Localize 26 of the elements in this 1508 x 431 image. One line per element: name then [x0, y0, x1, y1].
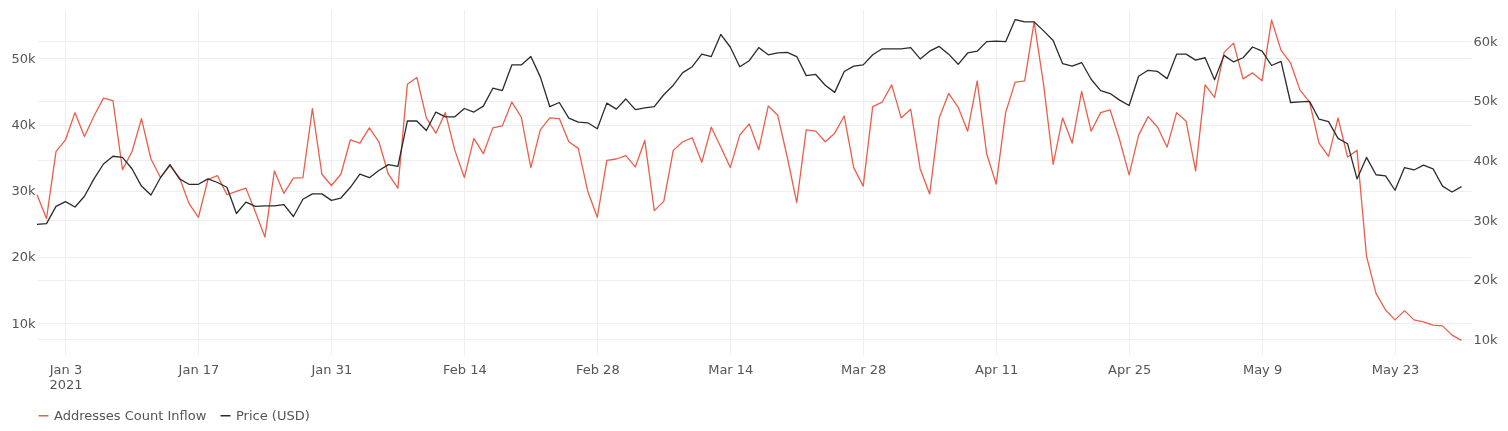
x-tick-label: May 9 — [1242, 361, 1283, 377]
y-tick-label: 50k — [11, 50, 36, 66]
line-series — [36, 18, 1463, 225]
y2-tick-label: 60k — [1473, 33, 1499, 49]
y2-tick-label: 10k — [1473, 331, 1499, 347]
y-tick-label: 30k — [11, 183, 36, 199]
x-tick-label: Apr 11 — [975, 361, 1019, 377]
line-series — [36, 19, 1463, 342]
y2-tick-label: 20k — [1473, 272, 1499, 288]
x-tick-label: Feb 14 — [443, 361, 487, 377]
x-tick-label: Mar 14 — [708, 361, 754, 377]
x-tick-label: Jan 31 — [310, 361, 353, 377]
x-tick-label: Feb 28 — [575, 361, 620, 377]
y-tick-label: 10k — [11, 315, 36, 331]
y2-tick-label: 40k — [1473, 152, 1499, 168]
x-tick-label: Apr 25 — [1108, 361, 1152, 377]
y2-tick-label: 50k — [1473, 93, 1499, 109]
x-tick-label: Jan 17 — [177, 361, 220, 377]
legend-label: Addresses Count Inflow — [54, 407, 207, 423]
legend-label: Price (USD) — [236, 407, 310, 423]
y2-tick-label: 30k — [1473, 212, 1499, 228]
x-tick-label: Jan 3 2021 — [48, 361, 83, 392]
y-tick-label: 20k — [11, 249, 36, 265]
x-tick-label: Mar 28 — [841, 361, 887, 377]
y-tick-label: 40k — [11, 117, 36, 133]
x-tick-label: May 23 — [1371, 361, 1420, 377]
